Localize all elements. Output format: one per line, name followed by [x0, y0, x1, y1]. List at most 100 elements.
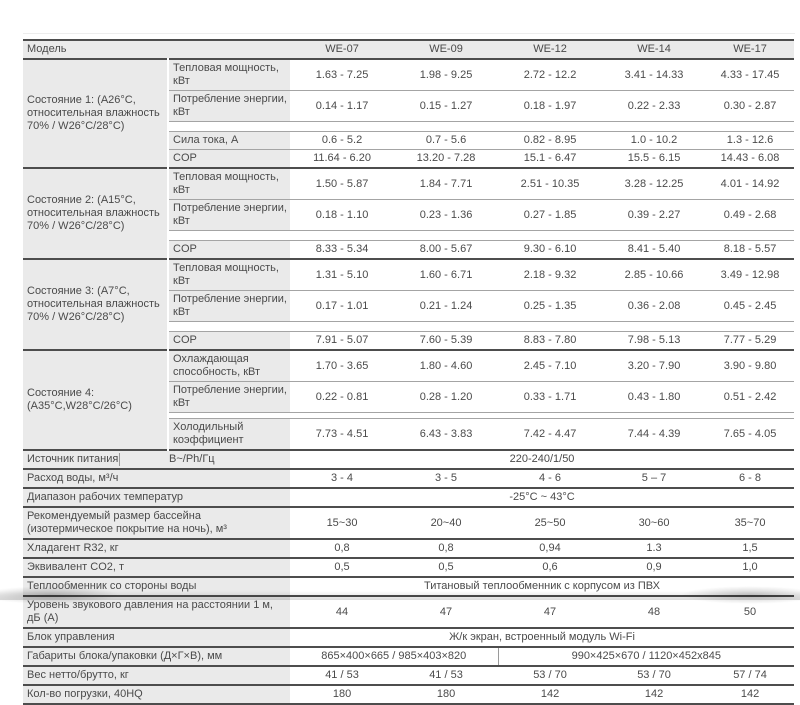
- value-cell: 0.17 - 1.01: [290, 290, 395, 322]
- row-label: Вес нетто/брутто, кг: [23, 665, 291, 685]
- value-cell: 20~40: [394, 506, 499, 539]
- param-label: COP: [168, 149, 291, 168]
- header-model-label: Модель: [23, 39, 291, 59]
- model-column-header: WE-12: [498, 39, 603, 59]
- value-cell: 180: [290, 684, 395, 704]
- value-cell: 1.70 - 3.65: [290, 349, 395, 382]
- param-label: Тепловая мощность, кВт: [168, 58, 291, 91]
- value-cell: 4 - 6: [498, 468, 603, 488]
- spacer-row: [168, 412, 795, 419]
- value-cell-span: -25°C ~ 43°C: [290, 487, 795, 507]
- value-cell: 0,94: [498, 538, 603, 558]
- value-cell: 0.18 - 1.97: [498, 90, 603, 122]
- param-label: Тепловая мощность, кВт: [168, 167, 291, 200]
- value-cell: 7.42 - 4.47: [498, 418, 603, 450]
- value-cell: 1.3: [602, 538, 707, 558]
- value-cell: 0.39 - 2.27: [602, 199, 707, 231]
- value-cell: 50: [706, 595, 795, 628]
- value-cell: 0,8: [394, 538, 499, 558]
- value-cell: 0.49 - 2.68: [706, 199, 795, 231]
- spacer-row: [168, 321, 795, 332]
- power-supply-label-cell: Источник питания В~/Ph/Гц: [23, 449, 291, 469]
- section-label-state-1: Состояние 1: (A26°C, относительная влажн…: [23, 58, 169, 168]
- value-cell: 3.49 - 12.98: [706, 258, 795, 291]
- row-label: Кол-во погрузки, 40HQ: [23, 684, 291, 704]
- value-cell: 0.33 - 1.71: [498, 381, 603, 413]
- value-cell: 1.84 - 7.71: [394, 167, 499, 200]
- section-label-state-3: Состояние 3: (A7°C, относительная влажно…: [23, 258, 169, 350]
- row-label: Источник питания: [27, 453, 119, 465]
- value-cell: 41 / 53: [394, 665, 499, 685]
- value-cell: 142: [602, 684, 707, 704]
- heat-pump-spec-table: Модель WE-07 WE-09 WE-12 WE-14 WE-17 Состояние…: [23, 39, 795, 705]
- model-column-header: WE-07: [290, 39, 395, 59]
- value-cell: 0.23 - 1.36: [394, 199, 499, 231]
- spec-sheet: Модель WE-07 WE-09 WE-12 WE-14 WE-17 Состояние…: [0, 33, 800, 705]
- model-column-header: WE-09: [394, 39, 499, 59]
- value-cell: 8.00 - 5.67: [394, 240, 499, 259]
- param-label: COP: [168, 240, 291, 259]
- value-cell: 44: [290, 595, 395, 628]
- param-label: COP: [168, 331, 291, 350]
- value-cell: 41 / 53: [290, 665, 395, 685]
- value-cell: 3.41 - 14.33: [602, 58, 707, 91]
- value-cell: 8.41 - 5.40: [602, 240, 707, 259]
- value-cell: 7.65 - 4.05: [706, 418, 795, 450]
- row-label: Диапазон рабочих температур: [23, 487, 291, 507]
- value-cell: 30~60: [602, 506, 707, 539]
- value-cell: 47: [498, 595, 603, 628]
- value-cell: 7.60 - 5.39: [394, 331, 499, 350]
- value-cell: 1.98 - 9.25: [394, 58, 499, 91]
- value-cell-group: 990×425×670 / 1120×452x845: [497, 646, 795, 666]
- value-cell: 0.7 - 5.6: [394, 131, 499, 150]
- value-cell: 47: [394, 595, 499, 628]
- value-cell: 15.1 - 6.47: [498, 149, 603, 168]
- param-label: Потребление энергии, кВт: [168, 90, 291, 122]
- value-cell: 57 / 74: [706, 665, 795, 685]
- value-cell: 142: [498, 684, 603, 704]
- value-cell: 1.63 - 7.25: [290, 58, 395, 91]
- param-label: Охлаждающая способность, кВт: [168, 349, 291, 382]
- value-cell: 9.30 - 6.10: [498, 240, 603, 259]
- value-cell: 35~70: [706, 506, 795, 539]
- value-cell: 1.80 - 4.60: [394, 349, 499, 382]
- value-cell: 15~30: [290, 506, 395, 539]
- param-label: Потребление энергии, кВт: [168, 199, 291, 231]
- value-cell: 8.18 - 5.57: [706, 240, 795, 259]
- param-label: Потребление энергии, кВт: [168, 290, 291, 322]
- value-cell: 7.44 - 4.39: [602, 418, 707, 450]
- value-cell-span: 220-240/1/50: [290, 449, 795, 469]
- param-label: Сила тока, А: [168, 131, 291, 150]
- value-cell: 7.73 - 4.51: [290, 418, 395, 450]
- value-cell: 1.3 - 12.6: [706, 131, 795, 150]
- value-cell: 0.45 - 2.45: [706, 290, 795, 322]
- value-cell: 0.25 - 1.35: [498, 290, 603, 322]
- value-cell: 2.72 - 12.2: [498, 58, 603, 91]
- model-column-header: WE-14: [602, 39, 707, 59]
- spacer-row: [168, 121, 795, 132]
- value-cell: 0,9: [602, 557, 707, 577]
- value-cell: 0.6 - 5.2: [290, 131, 395, 150]
- value-cell: 2.45 - 7.10: [498, 349, 603, 382]
- value-cell: 5 – 7: [602, 468, 707, 488]
- row-label: Расход воды, м³/ч: [23, 468, 291, 488]
- row-label: Уровень звукового давления на расстоянии…: [23, 595, 291, 628]
- value-cell: 4.01 - 14.92: [706, 167, 795, 200]
- value-cell: 0.14 - 1.17: [290, 90, 395, 122]
- value-cell: 0.36 - 2.08: [602, 290, 707, 322]
- value-cell: 53 / 70: [602, 665, 707, 685]
- cell-divider: [119, 453, 120, 466]
- value-cell: 142: [706, 684, 795, 704]
- value-cell: 0.18 - 1.10: [290, 199, 395, 231]
- value-cell: 0,5: [394, 557, 499, 577]
- value-cell: 0,8: [290, 538, 395, 558]
- value-cell: 3.20 - 7.90: [602, 349, 707, 382]
- value-cell: 3.90 - 9.80: [706, 349, 795, 382]
- value-cell: 2.51 - 10.35: [498, 167, 603, 200]
- power-unit-label: В~/Ph/Гц: [169, 453, 215, 465]
- row-label: Блок управления: [23, 627, 291, 647]
- value-cell: 48: [602, 595, 707, 628]
- value-cell: 6 - 8: [706, 468, 795, 488]
- value-cell: 8.33 - 5.34: [290, 240, 395, 259]
- value-cell: 15.5 - 6.15: [602, 149, 707, 168]
